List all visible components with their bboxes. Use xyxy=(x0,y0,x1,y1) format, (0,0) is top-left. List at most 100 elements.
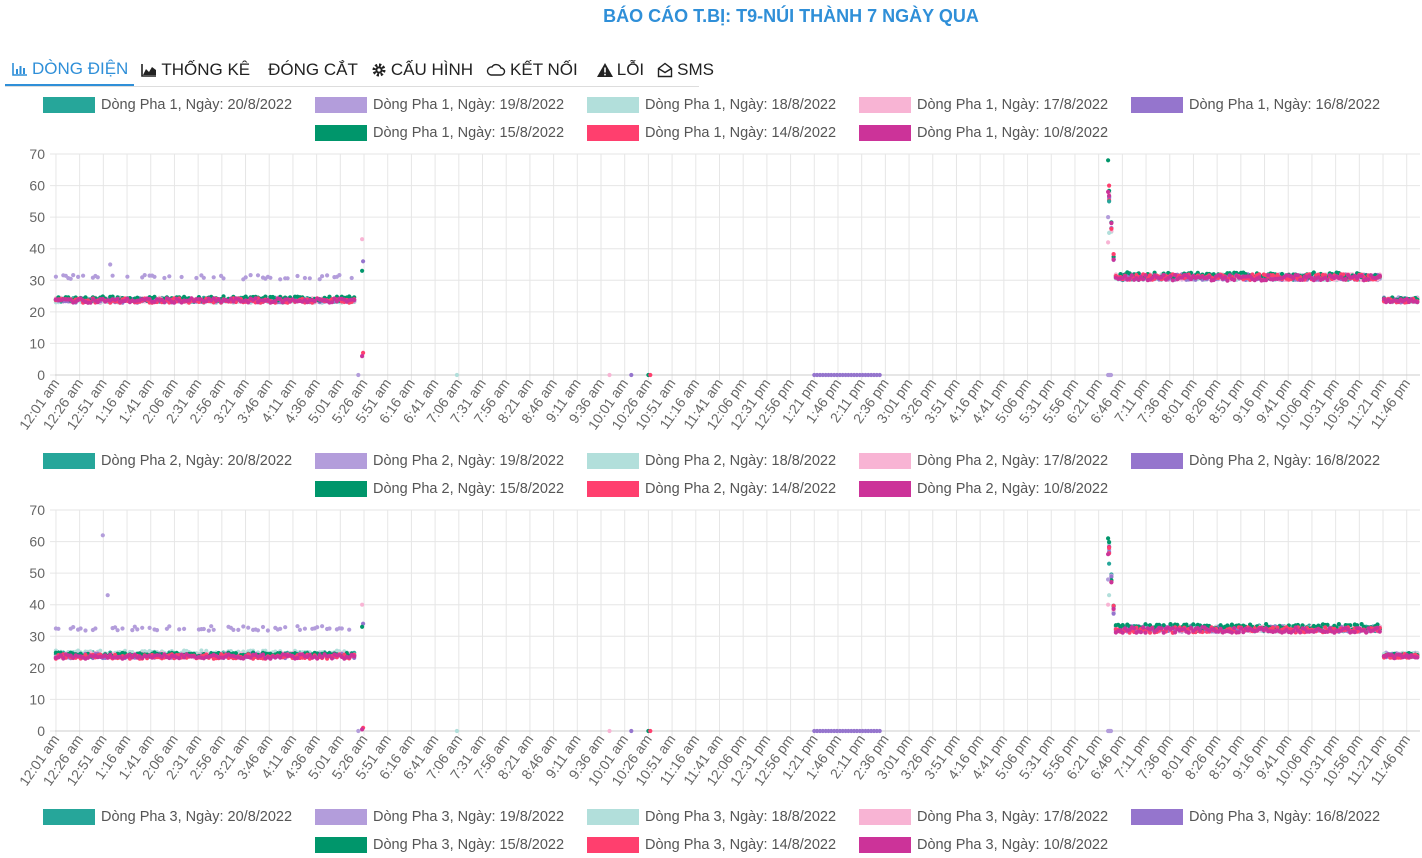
data-point xyxy=(1257,275,1262,280)
legend-swatch xyxy=(315,809,367,825)
data-point xyxy=(874,728,879,734)
data-point xyxy=(1106,240,1111,245)
tab-cau-hinh[interactable]: CẤU HÌNH xyxy=(364,54,479,86)
data-point xyxy=(278,297,283,302)
data-point xyxy=(1173,273,1178,278)
legend-swatch xyxy=(315,125,367,141)
legend-item[interactable]: Dòng Pha 3, Ngày: 10/8/2022 xyxy=(859,836,1108,854)
data-point xyxy=(61,656,66,661)
legend-item[interactable]: Dòng Pha 1, Ngày: 10/8/2022 xyxy=(859,124,1108,142)
legend-item[interactable]: Dòng Pha 2, Ngày: 18/8/2022 xyxy=(587,452,836,470)
data-point xyxy=(1122,274,1128,279)
legend-item[interactable]: Dòng Pha 2, Ngày: 14/8/2022 xyxy=(587,480,836,498)
legend-item[interactable]: Dòng Pha 1, Ngày: 19/8/2022 xyxy=(315,96,564,114)
data-point xyxy=(1291,629,1296,634)
legend-item[interactable]: Dòng Pha 3, Ngày: 14/8/2022 xyxy=(587,836,836,854)
data-point xyxy=(1300,623,1305,628)
data-point xyxy=(1266,273,1271,278)
data-point xyxy=(1257,272,1262,277)
legend-item[interactable]: Dòng Pha 3, Ngày: 19/8/2022 xyxy=(315,808,564,826)
data-point xyxy=(337,273,342,278)
tab-ket-noi[interactable]: KẾT NỐI xyxy=(479,54,584,86)
data-point xyxy=(71,273,76,278)
data-point xyxy=(278,277,283,282)
data-point xyxy=(1106,189,1111,194)
data-point xyxy=(834,372,840,378)
tab-sms[interactable]: SMS xyxy=(650,54,720,86)
y-tick-label: 50 xyxy=(29,565,45,581)
data-point xyxy=(263,294,268,299)
legend-swatch xyxy=(859,837,911,853)
data-point xyxy=(320,624,325,629)
data-point xyxy=(1232,626,1237,631)
data-point xyxy=(1241,630,1246,635)
data-point xyxy=(648,372,653,378)
data-point xyxy=(1343,276,1348,282)
data-point xyxy=(115,296,120,301)
data-point xyxy=(147,625,152,630)
legend-item[interactable]: Dòng Pha 2, Ngày: 15/8/2022 xyxy=(315,480,564,498)
data-point xyxy=(53,274,59,279)
data-point xyxy=(846,728,851,734)
data-point xyxy=(1377,629,1382,634)
y-tick-label: 10 xyxy=(29,691,45,707)
data-point xyxy=(302,626,307,631)
y-tick-label: 40 xyxy=(29,597,45,613)
legend-item[interactable]: Dòng Pha 3, Ngày: 17/8/2022 xyxy=(859,808,1108,826)
data-point xyxy=(1323,625,1328,630)
data-point xyxy=(1223,275,1228,280)
data-point xyxy=(1138,630,1143,635)
legend-swatch xyxy=(1131,453,1183,469)
data-point xyxy=(199,648,204,653)
data-point xyxy=(360,354,365,359)
data-point xyxy=(273,299,278,304)
legend-item[interactable]: Dòng Pha 1, Ngày: 15/8/2022 xyxy=(315,124,564,142)
data-point xyxy=(120,626,125,631)
data-point xyxy=(1336,622,1341,627)
data-point xyxy=(1264,278,1269,283)
data-point xyxy=(154,628,160,633)
data-point xyxy=(1218,626,1223,631)
data-point xyxy=(1132,626,1137,631)
legend-item[interactable]: Dòng Pha 3, Ngày: 20/8/2022 xyxy=(43,808,292,826)
data-point xyxy=(115,628,120,633)
data-point xyxy=(280,300,285,305)
bar-chart-icon xyxy=(11,60,29,78)
legend-item[interactable]: Dòng Pha 1, Ngày: 20/8/2022 xyxy=(43,96,292,114)
y-tick-label: 10 xyxy=(29,335,45,351)
legend-item[interactable]: Dòng Pha 2, Ngày: 20/8/2022 xyxy=(43,452,292,470)
legend-item[interactable]: Dòng Pha 2, Ngày: 10/8/2022 xyxy=(859,480,1108,498)
legend-item[interactable]: Dòng Pha 1, Ngày: 17/8/2022 xyxy=(859,96,1108,114)
data-point xyxy=(132,624,137,629)
data-point xyxy=(1352,630,1357,635)
data-point xyxy=(815,372,820,378)
data-point xyxy=(1375,622,1380,627)
data-point xyxy=(356,728,361,734)
data-point xyxy=(1143,273,1148,278)
legend-item[interactable]: Dòng Pha 3, Ngày: 15/8/2022 xyxy=(315,836,564,854)
data-point xyxy=(320,274,325,279)
tab-dong-cat[interactable]: ĐÓNG CẮT xyxy=(256,54,364,86)
legend-swatch xyxy=(587,97,639,113)
tab-dong-dien[interactable]: DÒNG ĐIỆN xyxy=(5,54,135,86)
legend-item[interactable]: Dòng Pha 1, Ngày: 14/8/2022 xyxy=(587,124,836,142)
tab-thong-ke[interactable]: THỐNG KÊ xyxy=(134,54,256,86)
legend-item[interactable]: Dòng Pha 2, Ngày: 19/8/2022 xyxy=(315,452,564,470)
legend-item[interactable]: Dòng Pha 2, Ngày: 16/8/2022 xyxy=(1131,452,1380,470)
data-point xyxy=(860,372,865,378)
tab-loi[interactable]: LỖI xyxy=(584,54,650,86)
y-tick-label: 60 xyxy=(29,534,45,550)
legend-swatch xyxy=(315,97,367,113)
legend-item[interactable]: Dòng Pha 1, Ngày: 18/8/2022 xyxy=(587,96,836,114)
data-point xyxy=(327,626,332,631)
data-point xyxy=(248,655,253,660)
data-point xyxy=(246,300,251,305)
legend-item[interactable]: Dòng Pha 2, Ngày: 17/8/2022 xyxy=(859,452,1108,470)
data-point xyxy=(1107,545,1112,550)
legend-item[interactable]: Dòng Pha 1, Ngày: 16/8/2022 xyxy=(1131,96,1380,114)
legend-item[interactable]: Dòng Pha 3, Ngày: 18/8/2022 xyxy=(587,808,836,826)
legend-swatch xyxy=(587,453,639,469)
legend-item[interactable]: Dòng Pha 3, Ngày: 16/8/2022 xyxy=(1131,808,1380,826)
data-point xyxy=(1298,630,1303,635)
data-point xyxy=(76,274,81,279)
